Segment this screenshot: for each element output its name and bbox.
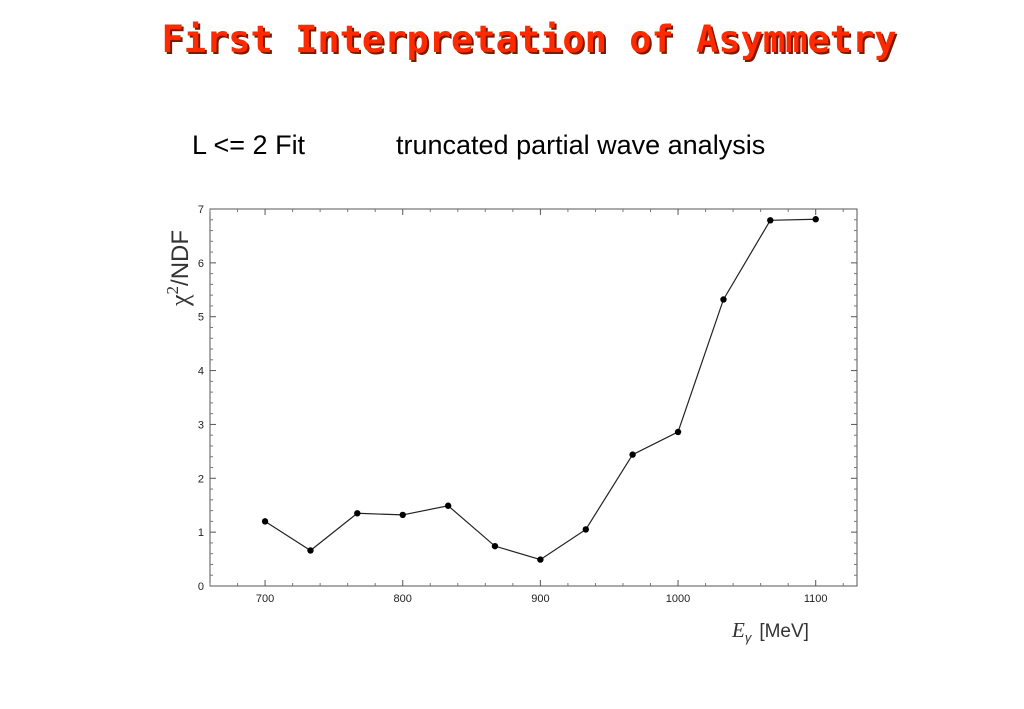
data-point <box>399 511 406 519</box>
slide-title: First Interpretation of Asymmetry <box>161 18 897 61</box>
y-tick-label: 3 <box>198 419 204 431</box>
x-tick-label: 700 <box>256 593 274 605</box>
y-tick-label: 5 <box>198 312 204 324</box>
data-point <box>812 216 819 223</box>
x-tick-label: 800 <box>394 593 412 605</box>
data-point <box>307 547 314 554</box>
y-tick-label: 6 <box>198 258 204 270</box>
data-point <box>674 428 682 436</box>
data-point <box>629 451 636 458</box>
series-layer <box>261 216 819 563</box>
y-tick-label: 1 <box>198 527 204 539</box>
data-point <box>354 510 361 517</box>
x-axis-subscript: γ <box>745 630 753 645</box>
x-tick-label: 1100 <box>804 593 828 605</box>
series-line <box>264 218 816 561</box>
analysis-label: truncated partial wave analysis <box>396 130 766 160</box>
x-tick-label: 1000 <box>666 593 690 605</box>
y-tick-label: 2 <box>198 473 204 485</box>
data-point <box>261 518 269 525</box>
data-point <box>720 296 727 303</box>
x-axis-label: Eγ [MeV] <box>731 618 809 645</box>
y-axis-chi: χ <box>165 294 194 307</box>
fit-label: L <= 2 Fit <box>192 130 306 160</box>
x-tick-label: 900 <box>531 593 549 605</box>
x-axis-unit: [MeV] <box>759 621 809 642</box>
data-point <box>444 502 452 509</box>
y-tick-label: 4 <box>198 366 204 378</box>
tick-labels: 700 800 900 1000 1100 0 1 2 3 4 5 6 7 <box>198 204 828 605</box>
data-point <box>537 556 544 563</box>
y-tick-label: 7 <box>198 204 204 216</box>
y-tick-label: 0 <box>198 581 204 593</box>
minor-ticks <box>209 209 857 586</box>
y-axis-superscript: 2 <box>163 286 182 295</box>
major-ticks <box>210 208 857 587</box>
data-point <box>767 217 774 224</box>
data-point <box>582 526 590 533</box>
y-axis-label: χ2/NDF <box>163 230 194 307</box>
data-point <box>491 542 499 550</box>
x-axis-symbol: E <box>731 618 745 642</box>
y-axis-ndf: /NDF <box>167 230 194 286</box>
plot-frame <box>209 208 858 587</box>
